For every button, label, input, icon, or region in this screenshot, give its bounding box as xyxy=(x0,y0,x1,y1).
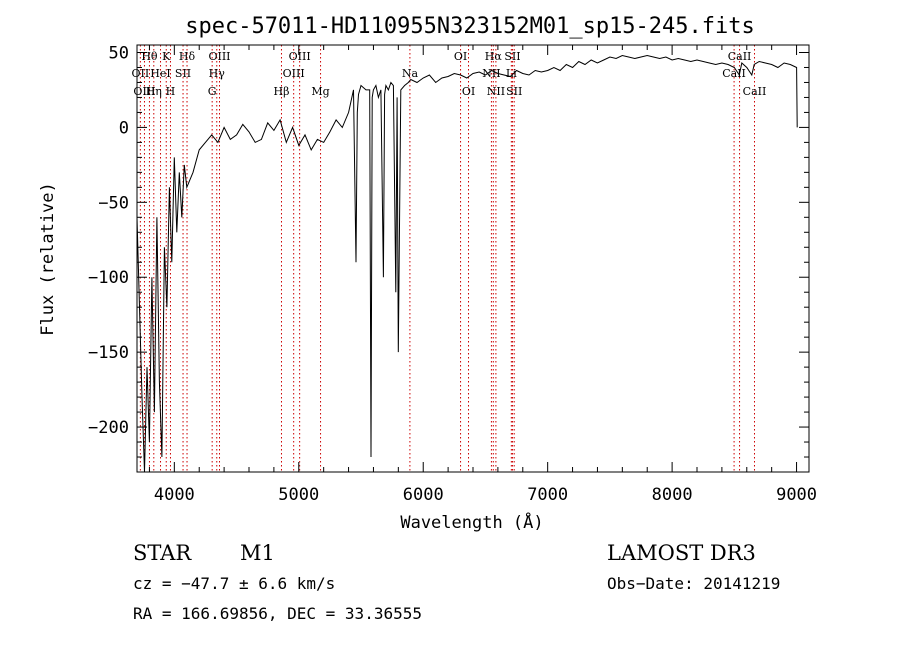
object-class: STAR xyxy=(133,541,192,565)
x-tick-label: 6000 xyxy=(403,485,444,505)
line-label: OIII xyxy=(289,50,311,63)
line-label: OII xyxy=(132,67,150,80)
line-label: Mg xyxy=(311,85,329,98)
y-tick-label: −200 xyxy=(88,418,129,438)
line-label: Hβ xyxy=(274,85,290,98)
x-axis: 4000 5000 6000 7000 8000 9000 xyxy=(148,45,817,505)
x-tick-label: 8000 xyxy=(652,485,693,505)
line-label: OI xyxy=(454,50,467,63)
redshift-velocity: cz = −47.7 ± 6.6 km/s xyxy=(133,574,335,593)
coordinates: RA = 166.69856, DEC = 33.36555 xyxy=(133,604,422,623)
line-label: Li xyxy=(506,67,517,80)
survey-name: LAMOST DR3 xyxy=(607,541,756,565)
y-tick-label: 50 xyxy=(109,43,129,63)
x-tick-label: 5000 xyxy=(278,485,319,505)
line-label: SII xyxy=(175,67,191,80)
y-tick-label: −50 xyxy=(98,193,129,213)
line-label: OIII xyxy=(208,50,230,63)
line-label: Na xyxy=(402,67,419,80)
spectral-line-markers xyxy=(139,45,755,472)
spectrum-line xyxy=(136,54,798,473)
line-label: Hθ xyxy=(141,50,158,63)
line-label: H xyxy=(166,85,176,98)
x-tick-label: 7000 xyxy=(527,485,568,505)
line-label: K xyxy=(162,50,171,63)
line-label: CaII xyxy=(743,85,767,98)
observation-date: Obs−Date: 20141219 xyxy=(607,574,780,593)
line-label: SII xyxy=(506,85,522,98)
plot-frame xyxy=(136,44,810,473)
line-label: CaII xyxy=(722,67,746,80)
line-label: CaII xyxy=(728,50,752,63)
line-label: G xyxy=(208,85,217,98)
y-axis-label: Flux (relative) xyxy=(38,182,58,336)
x-axis-label: Wavelength (Å) xyxy=(400,511,543,533)
line-label: NII xyxy=(482,67,500,80)
y-tick-label: 0 xyxy=(119,118,129,138)
line-label: Hγ xyxy=(209,67,226,80)
y-axis: −200 −150 −100 −50 0 50 xyxy=(88,43,809,458)
line-label: Hα xyxy=(485,50,503,63)
object-subclass: M1 xyxy=(240,541,275,565)
line-label: SII xyxy=(504,50,520,63)
y-tick-label: −150 xyxy=(88,343,129,363)
line-label: Hδ xyxy=(179,50,196,63)
line-label: Hη xyxy=(146,85,162,98)
line-label: OIII xyxy=(133,85,155,98)
x-tick-label: 9000 xyxy=(776,485,817,505)
line-label: OIII xyxy=(283,67,305,80)
line-label: HeI xyxy=(150,67,170,80)
chart-title: spec-57011-HD110955N323152M01_sp15-245.f… xyxy=(185,14,755,39)
line-label: OI xyxy=(462,85,475,98)
y-tick-label: −100 xyxy=(88,268,129,288)
x-tick-label: 4000 xyxy=(154,485,195,505)
line-label: NII xyxy=(487,85,505,98)
